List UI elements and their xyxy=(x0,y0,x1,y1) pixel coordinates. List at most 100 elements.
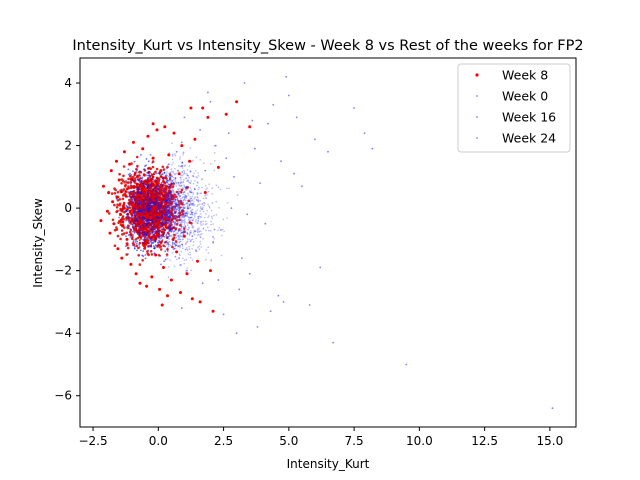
other-weeks-point xyxy=(138,231,141,234)
other-weeks-point xyxy=(141,178,144,180)
week-8-point xyxy=(193,137,197,141)
other-weeks-point xyxy=(179,238,181,241)
other-weeks-point xyxy=(167,210,170,213)
week-8-point xyxy=(154,170,157,174)
other-weeks-point xyxy=(180,230,182,232)
other-weeks-point xyxy=(147,176,149,179)
other-weeks-point xyxy=(199,200,202,202)
other-weeks-point xyxy=(173,224,176,226)
other-weeks-point xyxy=(190,197,192,200)
week-8-point xyxy=(157,177,161,180)
week-8-point xyxy=(105,209,109,213)
other-weeks-point xyxy=(174,211,177,214)
plot-area-frame xyxy=(79,57,577,428)
other-weeks-point xyxy=(195,212,198,215)
other-weeks-point xyxy=(168,186,171,188)
other-weeks-point xyxy=(166,242,169,244)
other-weeks-point xyxy=(186,207,189,210)
other-weeks-point xyxy=(177,197,179,200)
week-8-point xyxy=(119,212,122,216)
other-weeks-point xyxy=(184,195,187,197)
other-weeks-point xyxy=(169,172,171,175)
week-8-point xyxy=(108,231,112,235)
week-24-point xyxy=(120,188,123,191)
other-weeks-point xyxy=(193,215,196,218)
legend-entry-week-24: Week 24 xyxy=(476,131,556,146)
other-weeks-point xyxy=(165,196,168,199)
other-weeks-point xyxy=(188,176,190,179)
week-8-point xyxy=(116,190,120,194)
other-weeks-point xyxy=(197,217,200,220)
other-weeks-point xyxy=(175,203,177,205)
other-weeks-point xyxy=(200,207,202,210)
other-weeks-point xyxy=(177,230,180,233)
other-weeks-point xyxy=(199,240,202,243)
other-weeks-point xyxy=(163,236,166,238)
other-weeks-point xyxy=(159,211,162,213)
other-weeks-point xyxy=(160,215,163,218)
week-8-point xyxy=(138,263,142,266)
week-8-point xyxy=(190,221,193,225)
week-8-point xyxy=(110,192,114,195)
other-weeks-point xyxy=(183,230,185,232)
other-weeks-point xyxy=(175,185,177,187)
week-8-point xyxy=(148,195,152,199)
other-weeks-point xyxy=(182,167,184,169)
other-weeks-point xyxy=(170,230,172,233)
other-weeks-point xyxy=(208,229,210,232)
week-8-point xyxy=(190,297,194,301)
other-weeks-point xyxy=(191,204,194,206)
week-24-point xyxy=(280,160,282,163)
other-weeks-point xyxy=(197,201,200,203)
other-weeks-point xyxy=(135,197,138,200)
other-weeks-point xyxy=(157,237,160,239)
other-weeks-point xyxy=(192,191,194,194)
other-weeks-point xyxy=(149,202,152,205)
week-16-point xyxy=(180,141,183,144)
week-8-point xyxy=(158,197,161,201)
week-8-point xyxy=(161,206,164,209)
other-weeks-point xyxy=(167,180,169,182)
other-weeks-point xyxy=(166,237,169,239)
other-weeks-point xyxy=(173,231,175,233)
week-16-point xyxy=(170,191,173,194)
other-weeks-point xyxy=(168,214,171,217)
week-24-point xyxy=(235,332,238,335)
other-weeks-point xyxy=(147,170,150,173)
other-weeks-point xyxy=(197,220,199,222)
other-weeks-point xyxy=(194,170,197,172)
other-weeks-point xyxy=(178,238,180,240)
other-weeks-point xyxy=(185,177,187,180)
other-weeks-point xyxy=(176,198,179,200)
other-weeks-point xyxy=(154,202,157,205)
other-weeks-point xyxy=(137,191,140,194)
week-8-point xyxy=(147,213,150,216)
other-weeks-point xyxy=(199,192,202,195)
week-8-point xyxy=(128,206,132,210)
other-weeks-point xyxy=(138,206,141,209)
week-8-point xyxy=(151,122,155,126)
other-weeks-point xyxy=(178,193,180,195)
week-8-point xyxy=(141,192,145,196)
other-weeks-point xyxy=(170,168,173,170)
other-weeks-point xyxy=(167,196,169,199)
other-weeks-point xyxy=(183,223,186,225)
other-weeks-point xyxy=(221,234,223,237)
other-weeks-point xyxy=(150,219,153,222)
other-weeks-point xyxy=(204,194,206,197)
week-8-point xyxy=(120,178,124,181)
other-weeks-point xyxy=(153,240,156,243)
other-weeks-point xyxy=(138,223,141,226)
other-weeks-point xyxy=(184,164,187,166)
other-weeks-point xyxy=(168,172,170,175)
week-8-point xyxy=(125,217,129,220)
other-weeks-point xyxy=(189,147,192,149)
other-weeks-point xyxy=(165,212,168,215)
week-8-point xyxy=(143,238,146,242)
other-weeks-point xyxy=(217,229,219,232)
legend-box xyxy=(457,63,571,153)
other-weeks-point xyxy=(192,182,195,185)
week-8-point xyxy=(163,217,167,220)
other-weeks-point xyxy=(212,236,214,238)
